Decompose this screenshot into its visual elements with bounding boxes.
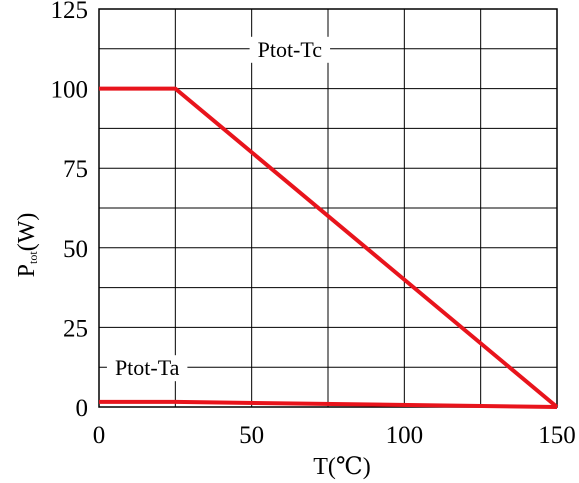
series-label-2: Ptot-Ta <box>115 355 180 380</box>
series-label-1: Ptot-Tc <box>258 37 323 62</box>
y-tick-labels: 0 25 50 75 100 125 <box>51 0 89 422</box>
y-tick-label: 50 <box>63 236 88 263</box>
x-tick-label: 50 <box>239 422 264 449</box>
series-label-backgrounds <box>106 36 331 382</box>
x-tick-label: 0 <box>93 422 106 449</box>
y-axis-title-subscript: tot <box>26 251 40 264</box>
y-tick-label: 125 <box>51 0 89 24</box>
x-tick-labels: 0 50 100 150 <box>93 422 576 449</box>
y-axis-title: Ptot(W) <box>14 213 40 278</box>
x-tick-label: 100 <box>386 422 424 449</box>
y-tick-label: 75 <box>63 156 88 183</box>
x-tick-label: 150 <box>538 422 576 449</box>
series-label-background <box>106 355 188 382</box>
x-axis-title: T(℃) <box>313 454 371 480</box>
plot-frame <box>98 8 558 408</box>
series-labels: Ptot-Tc Ptot-Ta <box>115 37 322 380</box>
series-line-2 <box>99 399 558 409</box>
y-tick-label: 25 <box>63 315 88 342</box>
y-tick-label: 0 <box>76 395 89 422</box>
series-label-background <box>249 36 331 63</box>
y-tick-label: 100 <box>51 77 89 104</box>
y-axis-title-main: P <box>14 264 40 277</box>
series-lines <box>99 86 559 409</box>
y-axis-title-unit: (W) <box>14 213 40 252</box>
series-line-1 <box>99 86 559 409</box>
